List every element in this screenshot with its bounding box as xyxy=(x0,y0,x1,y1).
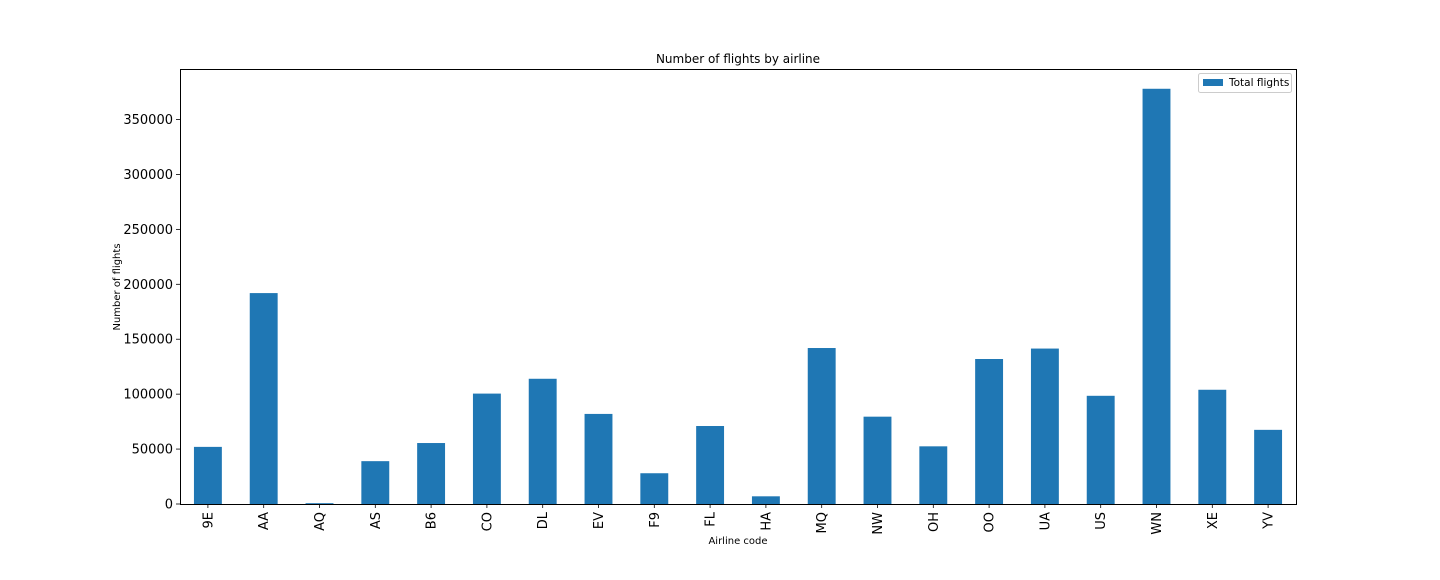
x-axis-ticks: 9E AA AQ AS B6 CO DL EV F9 FL HA MQ NW OH OO UA US WN XE YV xyxy=(201,504,1277,535)
bar-co xyxy=(472,393,501,504)
bar-aa xyxy=(249,293,278,504)
x-tick-label-fl: FL xyxy=(704,511,719,526)
bar-9e xyxy=(193,446,222,504)
x-axis-label: Airline code xyxy=(708,536,767,547)
y-tick-label: 150000 xyxy=(123,333,173,348)
bar-ha xyxy=(751,496,780,504)
y-tick-label: 350000 xyxy=(123,113,173,128)
bar-fl xyxy=(696,426,725,504)
bar-wn xyxy=(1142,88,1171,505)
legend: Total flights xyxy=(1198,73,1292,93)
bar-f9 xyxy=(640,473,669,504)
x-tick-label-xe: XE xyxy=(1206,512,1221,529)
x-tick-label-mq: MQ xyxy=(815,512,830,533)
x-tick-label-aq: AQ xyxy=(313,512,328,531)
x-tick-label-ha: HA xyxy=(759,512,774,531)
x-tick-label-ev: EV xyxy=(592,512,607,529)
x-tick-label-dl: DL xyxy=(536,511,551,529)
bar-ua xyxy=(1030,348,1059,504)
legend-label: Total flights xyxy=(1228,77,1289,89)
y-tick-label: 100000 xyxy=(123,388,173,403)
legend-swatch xyxy=(1203,79,1223,86)
x-tick-label-nw: NW xyxy=(871,512,886,535)
bars-layer xyxy=(193,88,1283,505)
y-tick-label: 50000 xyxy=(132,443,173,458)
y-tick-label: 0 xyxy=(165,498,173,513)
y-tick-label: 250000 xyxy=(123,223,173,238)
y-axis-ticks: 0 50000 100000 150000 200000 250000 300000 3500… xyxy=(123,113,180,513)
bar-mq xyxy=(807,348,836,504)
x-tick-label-yv: YV xyxy=(1262,512,1277,530)
x-tick-label-us: US xyxy=(1094,512,1109,530)
x-tick-label-oo: OO xyxy=(983,512,998,532)
x-tick-label-oh: OH xyxy=(927,512,942,532)
bar-aq xyxy=(305,503,334,504)
plot-frame xyxy=(180,69,1297,505)
bar-nw xyxy=(863,416,892,504)
bar-us xyxy=(1086,395,1115,504)
x-tick-label-9e: 9E xyxy=(201,512,216,529)
x-tick-label-as: AS xyxy=(369,512,384,529)
bar-oo xyxy=(975,359,1004,504)
bar-dl xyxy=(528,378,557,504)
chart-title: Number of flights by airline xyxy=(656,52,820,66)
x-tick-label-f9: F9 xyxy=(648,512,663,528)
y-tick-label: 200000 xyxy=(123,278,173,293)
legend-box xyxy=(1198,73,1292,93)
x-tick-label-ua: UA xyxy=(1038,512,1053,531)
y-axis-label: Number of flights xyxy=(112,243,123,330)
bar-yv xyxy=(1254,429,1283,504)
bar-xe xyxy=(1198,389,1227,504)
x-tick-label-co: CO xyxy=(480,512,495,531)
bar-ev xyxy=(584,413,613,504)
x-tick-label-aa: AA xyxy=(257,512,272,530)
x-tick-label-wn: WN xyxy=(1150,512,1165,535)
x-tick-label-b6: B6 xyxy=(425,512,440,529)
y-tick-label: 300000 xyxy=(123,168,173,183)
bar-oh xyxy=(919,446,948,504)
bar-as xyxy=(361,461,390,504)
bar-b6 xyxy=(417,443,446,504)
